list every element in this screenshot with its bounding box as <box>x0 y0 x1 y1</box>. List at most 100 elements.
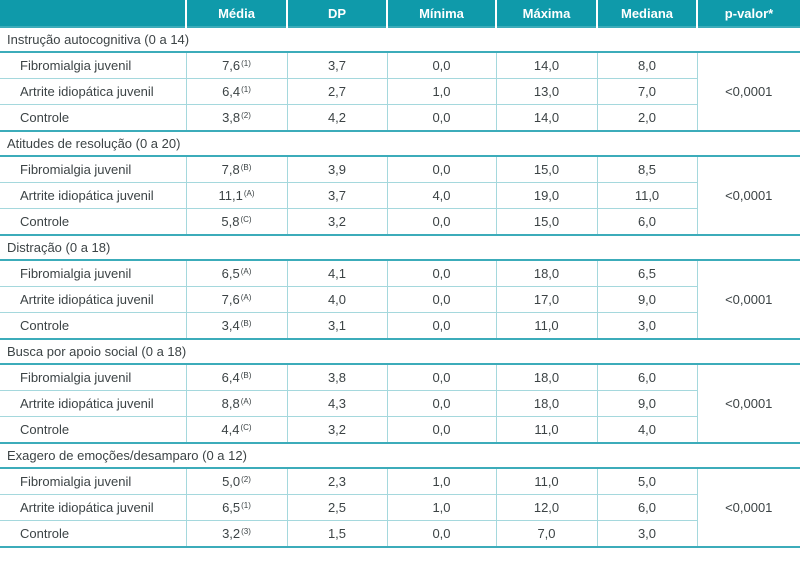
dp-value: 3,7 <box>286 51 388 79</box>
section-title-row: Instrução autocognitiva (0 a 14) <box>0 26 800 53</box>
median-value: 3,0 <box>596 312 698 340</box>
dp-value: 3,7 <box>286 182 388 209</box>
section-title: Exagero de emoções/desamparo (0 a 12) <box>0 442 800 469</box>
median-value: 6,5 <box>596 259 698 287</box>
superscript-marker: (A) <box>243 189 255 198</box>
max-value: 18,0 <box>495 259 598 287</box>
table-row: Controle 3,8(2) 4,2 0,0 14,0 2,0 <box>0 104 800 132</box>
max-value: 14,0 <box>495 104 598 132</box>
table-row: Fibromialgia juvenil 6,5(A) 4,1 0,0 18,0 6,5 <… <box>0 259 800 340</box>
mean-cell: 3,4(B) <box>185 312 288 340</box>
dp-value: 3,1 <box>286 312 388 340</box>
header-cell-pvalor: p-valor* <box>696 0 800 27</box>
superscript-marker: (A) <box>240 293 252 302</box>
table-row: Fibromialgia juvenil 7,8(B) 3,9 0,0 15,0 8,5 <… <box>0 155 800 236</box>
table-row: Controle 4,4(C) 3,2 0,0 11,0 4,0 <box>0 416 800 444</box>
min-value: 0,0 <box>386 312 497 340</box>
row-label: Controle <box>0 520 187 548</box>
mean-cell: 5,0(2) <box>185 467 288 495</box>
p-value: <0,0001 <box>696 467 800 548</box>
row-label: Controle <box>0 208 187 236</box>
median-value: 4,0 <box>596 416 698 444</box>
superscript-marker: (1) <box>241 59 251 68</box>
superscript-marker: (2) <box>241 111 251 120</box>
table-header-row: Média DP Mínima Máxima Mediana p-valor* <box>0 0 800 27</box>
superscript-marker: (B) <box>240 163 252 172</box>
header-cell-minima: Mínima <box>386 0 496 27</box>
median-value: 7,0 <box>596 78 698 105</box>
mean-cell: 4,4(C) <box>185 416 288 444</box>
section-title-row: Exagero de emoções/desamparo (0 a 12) <box>0 442 800 469</box>
min-value: 1,0 <box>386 78 497 105</box>
table-row: Artrite idiopática juvenil 6,4(1) 2,7 1,0 13… <box>0 78 800 105</box>
header-cell-dp: DP <box>286 0 387 27</box>
superscript-marker: (1) <box>241 501 251 510</box>
table-row: Fibromialgia juvenil 5,0(2) 2,3 1,0 11,0 5,0 <… <box>0 467 800 548</box>
row-label: Controle <box>0 312 187 340</box>
row-label: Controle <box>0 104 187 132</box>
section-title: Busca por apoio social (0 a 18) <box>0 338 800 365</box>
superscript-marker: (3) <box>241 527 251 536</box>
mean-cell: 11,1(A) <box>185 182 288 209</box>
header-cell-mediana: Mediana <box>596 0 697 27</box>
dp-value: 2,7 <box>286 78 388 105</box>
median-value: 6,0 <box>596 363 698 391</box>
mean-value: 6,5 <box>222 500 241 515</box>
min-value: 1,0 <box>386 494 497 521</box>
mean-value: 5,0 <box>222 474 241 489</box>
median-value: 3,0 <box>596 520 698 548</box>
median-value: 11,0 <box>596 182 698 209</box>
max-value: 12,0 <box>495 494 598 521</box>
max-value: 17,0 <box>495 286 598 313</box>
superscript-marker: (C) <box>240 423 252 432</box>
row-label: Fibromialgia juvenil <box>0 467 187 495</box>
superscript-marker: (B) <box>240 371 252 380</box>
superscript-marker: (1) <box>241 85 251 94</box>
dp-value: 4,2 <box>286 104 388 132</box>
row-label: Fibromialgia juvenil <box>0 51 187 79</box>
superscript-marker: (A) <box>240 267 252 276</box>
median-value: 8,5 <box>596 155 698 183</box>
p-value: <0,0001 <box>696 363 800 444</box>
table-row: Fibromialgia juvenil 7,6(1) 3,7 0,0 14,0 8,0 <… <box>0 51 800 132</box>
min-value: 0,0 <box>386 390 497 417</box>
section-title-row: Atitudes de resolução (0 a 20) <box>0 130 800 157</box>
mean-value: 8,8 <box>221 396 240 411</box>
row-label: Artrite idiopática juvenil <box>0 78 187 105</box>
min-value: 0,0 <box>386 208 497 236</box>
min-value: 0,0 <box>386 259 497 287</box>
mean-cell: 6,5(A) <box>185 259 288 287</box>
max-value: 7,0 <box>495 520 598 548</box>
dp-value: 2,5 <box>286 494 388 521</box>
median-value: 2,0 <box>596 104 698 132</box>
statistics-table: Média DP Mínima Máxima Mediana p-valor* … <box>0 0 800 548</box>
max-value: 15,0 <box>495 208 598 236</box>
row-label: Fibromialgia juvenil <box>0 363 187 391</box>
mean-value: 6,4 <box>221 370 240 385</box>
row-label: Artrite idiopática juvenil <box>0 182 187 209</box>
min-value: 4,0 <box>386 182 497 209</box>
dp-value: 3,8 <box>286 363 388 391</box>
table-row: Controle 3,4(B) 3,1 0,0 11,0 3,0 <box>0 312 800 340</box>
table-row: Artrite idiopática juvenil 11,1(A) 3,7 4,0 1… <box>0 182 800 209</box>
median-value: 6,0 <box>596 494 698 521</box>
mean-value: 6,5 <box>221 266 240 281</box>
mean-value: 3,4 <box>221 318 240 333</box>
min-value: 1,0 <box>386 467 497 495</box>
dp-value: 2,3 <box>286 467 388 495</box>
mean-cell: 7,6(1) <box>185 51 288 79</box>
mean-cell: 5,8(C) <box>185 208 288 236</box>
max-value: 19,0 <box>495 182 598 209</box>
max-value: 11,0 <box>495 416 598 444</box>
max-value: 18,0 <box>495 390 598 417</box>
mean-value: 3,2 <box>222 526 241 541</box>
min-value: 0,0 <box>386 416 497 444</box>
table-row: Artrite idiopática juvenil 8,8(A) 4,3 0,0 18… <box>0 390 800 417</box>
section-title-row: Busca por apoio social (0 a 18) <box>0 338 800 365</box>
min-value: 0,0 <box>386 51 497 79</box>
mean-cell: 6,4(B) <box>185 363 288 391</box>
row-label: Controle <box>0 416 187 444</box>
mean-cell: 6,5(1) <box>185 494 288 521</box>
max-value: 18,0 <box>495 363 598 391</box>
